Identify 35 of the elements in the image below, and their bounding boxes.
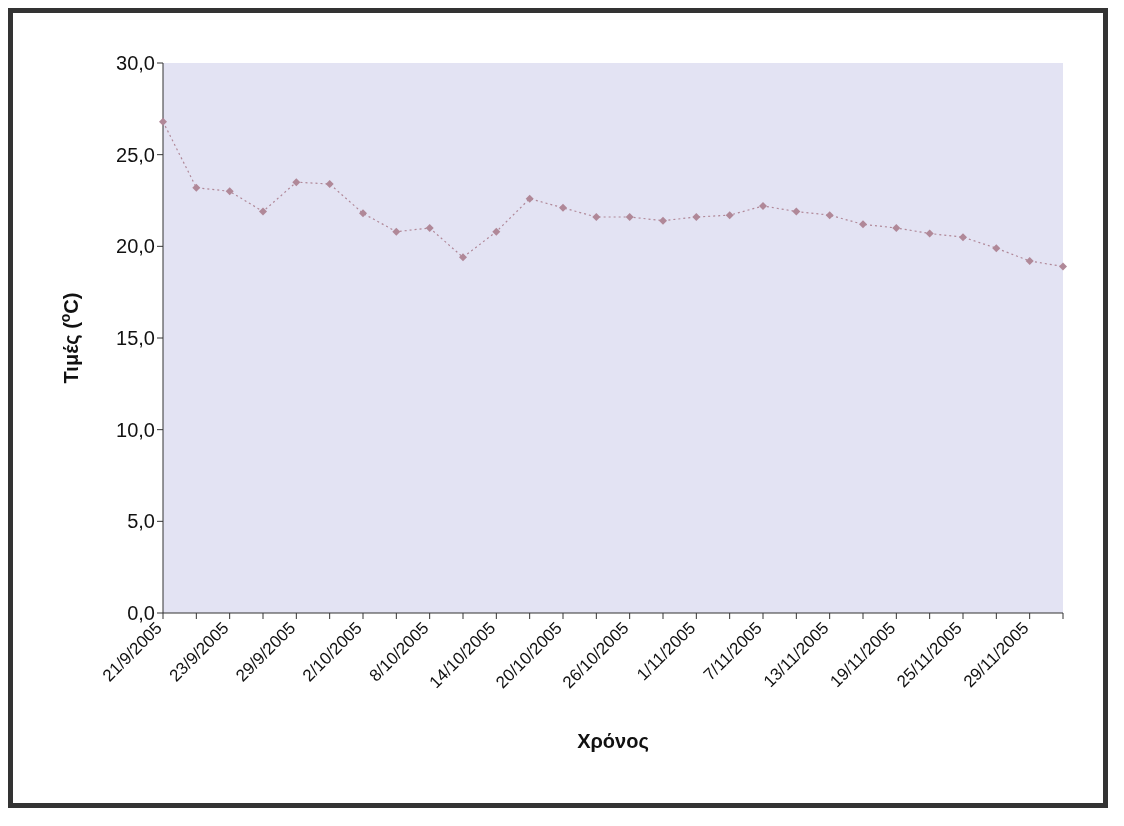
point bbox=[992, 244, 1001, 253]
point bbox=[459, 253, 467, 262]
point bbox=[225, 187, 234, 196]
point bbox=[159, 117, 167, 126]
point bbox=[892, 224, 901, 232]
point bbox=[759, 202, 767, 210]
y-tick-label: 10,0 bbox=[116, 418, 155, 441]
y-tick-label: 30,0 bbox=[116, 52, 155, 75]
point bbox=[659, 216, 667, 225]
point bbox=[859, 220, 867, 229]
point bbox=[325, 180, 334, 188]
point bbox=[359, 209, 367, 218]
point bbox=[825, 211, 834, 220]
point bbox=[492, 227, 501, 236]
point bbox=[592, 213, 601, 221]
x-axis-title: Χρόνος bbox=[577, 730, 649, 752]
y-tick-label: 25,0 bbox=[116, 143, 155, 166]
point bbox=[692, 213, 701, 221]
y-tick-label: 20,0 bbox=[116, 235, 155, 258]
y-tick-label: 15,0 bbox=[116, 327, 155, 350]
point bbox=[959, 233, 967, 242]
point bbox=[1025, 257, 1034, 265]
point bbox=[392, 227, 401, 236]
point bbox=[792, 207, 801, 216]
point bbox=[1059, 262, 1067, 271]
point bbox=[525, 194, 534, 203]
point bbox=[192, 183, 201, 192]
point bbox=[625, 213, 634, 221]
point bbox=[292, 178, 301, 187]
point bbox=[259, 207, 267, 216]
point bbox=[425, 224, 434, 232]
point bbox=[925, 229, 934, 238]
point bbox=[725, 211, 734, 220]
y-tick-label: 5,0 bbox=[127, 510, 155, 533]
point bbox=[559, 203, 567, 212]
